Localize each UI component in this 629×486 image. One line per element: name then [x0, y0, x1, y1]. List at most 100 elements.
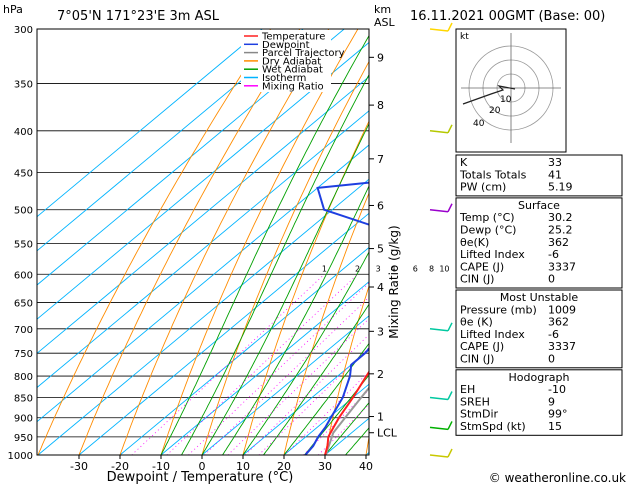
isotherm-line: [160, 281, 369, 455]
legend-label: Dry Adiabat: [262, 56, 321, 67]
most-unstable-box: [455, 289, 623, 369]
surface-value: 25.2: [548, 224, 573, 237]
most-unstable-label: CAPE (J): [460, 340, 504, 353]
km-tick-label: 1: [377, 411, 384, 424]
most-unstable-label: Lifted Index: [460, 328, 525, 341]
wet-adiabat-line: [283, 342, 369, 455]
indices-label: Totals Totals: [459, 168, 527, 181]
pressure-tick-label: 350: [14, 80, 33, 91]
mixing-ratio-line: [284, 371, 369, 455]
km-tick-label: 9: [377, 51, 384, 64]
dry-adiabat-line: [160, 29, 359, 455]
pressure-tick-label: 950: [14, 433, 33, 444]
isotherm-line: [37, 41, 369, 320]
x-tick-label: 0: [199, 460, 206, 473]
hodograph-table-value: 9: [548, 395, 555, 408]
wind-barb-feather: [447, 421, 453, 430]
mixing-ratio-line: [204, 296, 369, 455]
surface-value: 30.2: [548, 211, 573, 224]
pressure-tick-label: 1000: [8, 451, 33, 462]
pressure-tick-label: 400: [14, 127, 33, 138]
wind-barb-shaft: [429, 28, 449, 32]
mixing-ratio-line: [166, 274, 358, 455]
km-tick-label: 6: [377, 199, 384, 212]
isotherm-line: [37, 76, 369, 354]
x-tick-label: -10: [152, 460, 170, 473]
plot-frame: [36, 28, 370, 456]
pressure-tick-label: 900: [14, 414, 33, 425]
indices-label: K: [460, 156, 468, 169]
wind-barb-shaft: [429, 426, 449, 431]
wind-barb-feather: [447, 448, 453, 458]
hodograph-table-value: -10: [548, 383, 566, 396]
hodograph-trace: [462, 85, 516, 105]
pressure-tick-label: 650: [14, 299, 33, 310]
x-tick-label: 30: [318, 460, 332, 473]
hodograph-table-box: [455, 369, 623, 436]
mixing-ratio-label: 2: [355, 264, 360, 273]
mixing-ratio-line: [131, 274, 325, 455]
wind-barb-shaft: [429, 208, 449, 213]
surface-label: Lifted Index: [460, 248, 525, 261]
most-unstable-label: θe (K): [460, 316, 493, 329]
x-tick-label: 10: [236, 460, 250, 473]
km-tick-label: 2: [377, 368, 384, 381]
km-tick-label: 7: [377, 153, 384, 166]
most-unstable-label: Pressure (mb): [460, 303, 537, 316]
isotherm-line: [37, 29, 304, 252]
hodograph-table-title: Hodograph: [509, 371, 570, 384]
pressure-tick-label: 600: [14, 270, 33, 281]
surface-label: CIN (J): [460, 273, 494, 286]
surface-title: Surface: [518, 199, 560, 212]
pressure-tick-label: 550: [14, 239, 33, 250]
wind-barb: [429, 391, 453, 401]
surface-label: Temp (°C): [459, 211, 515, 224]
indices-value: 5.19: [548, 181, 573, 194]
x-tick-label: 20: [277, 460, 291, 473]
hodograph-table-label: StmDir: [460, 408, 499, 421]
dry-adiabat-line: [242, 120, 369, 455]
asl-label: ASL: [374, 16, 396, 29]
legend-label: Temperature: [261, 32, 325, 43]
wind-barb-feather: [447, 203, 453, 213]
skewt-plot-area: 3003504004505005506006507007508008509009…: [8, 22, 505, 473]
most-unstable-value: 362: [548, 316, 569, 329]
surface-value: 3337: [548, 260, 576, 273]
surface-value: 362: [548, 236, 569, 249]
most-unstable-value: -6: [548, 328, 559, 341]
isotherm-line: [78, 212, 369, 455]
km-label: km: [374, 3, 391, 16]
wind-barb-feather: [447, 22, 453, 32]
km-tick-label: LCL: [377, 427, 398, 440]
pressure-tick-label: 500: [14, 206, 33, 217]
wet-adiabat-line: [181, 73, 369, 455]
hodograph-ring-label: 40: [473, 119, 485, 129]
x-tick-label: -30: [70, 460, 88, 473]
hodograph-unit: kt: [460, 32, 469, 42]
hodograph-ring-label: 10: [500, 95, 512, 105]
most-unstable-value: 0: [548, 353, 555, 366]
dewpoint-line: [304, 181, 369, 455]
hodograph-ring-label: 20: [489, 106, 501, 116]
most-unstable-value: 3337: [548, 340, 576, 353]
wet-adiabat-line: [160, 34, 369, 455]
dry-adiabat-line: [78, 29, 301, 455]
indices-value: 33: [548, 156, 562, 169]
legend-label: Mixing Ratio: [262, 81, 324, 92]
most-unstable-value: 1009: [548, 303, 576, 316]
isotherm-line: [37, 29, 345, 286]
isotherm-line: [37, 144, 369, 423]
legend-label: Wet Adiabat: [262, 65, 323, 76]
pressure-tick-label: 850: [14, 393, 33, 404]
x-tick-label: -20: [111, 460, 129, 473]
legend-label: Dewpoint: [262, 40, 310, 51]
isotherm-line: [37, 178, 369, 455]
pressure-tick-label: 450: [14, 168, 33, 179]
wind-barb: [429, 22, 453, 32]
x-tick-label: 40: [359, 460, 373, 473]
legend-label: Parcel Trajectory: [262, 48, 345, 59]
wind-barb-shaft: [429, 454, 449, 458]
isotherm-line: [37, 29, 263, 218]
unit-label: hPa: [3, 3, 23, 16]
